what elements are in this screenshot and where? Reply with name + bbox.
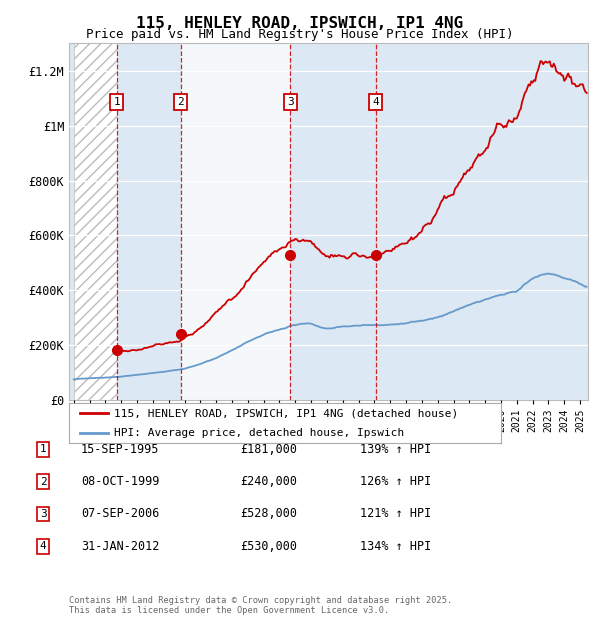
Bar — [74, 43, 116, 400]
Bar — [290, 43, 376, 400]
Text: 2: 2 — [40, 477, 47, 487]
Text: 2: 2 — [178, 97, 184, 107]
Text: £240,000: £240,000 — [240, 476, 297, 488]
Text: 4: 4 — [372, 97, 379, 107]
Text: 126% ↑ HPI: 126% ↑ HPI — [360, 476, 431, 488]
Text: £528,000: £528,000 — [240, 508, 297, 520]
Text: 15-SEP-1995: 15-SEP-1995 — [81, 443, 160, 456]
Bar — [116, 43, 181, 400]
Bar — [181, 43, 290, 400]
Text: Contains HM Land Registry data © Crown copyright and database right 2025.
This d: Contains HM Land Registry data © Crown c… — [69, 596, 452, 615]
Text: 1: 1 — [40, 445, 47, 454]
Text: 3: 3 — [287, 97, 293, 107]
Text: 08-OCT-1999: 08-OCT-1999 — [81, 476, 160, 488]
Text: 3: 3 — [40, 509, 47, 519]
Text: HPI: Average price, detached house, Ipswich: HPI: Average price, detached house, Ipsw… — [115, 428, 404, 438]
Text: 115, HENLEY ROAD, IPSWICH, IP1 4NG (detached house): 115, HENLEY ROAD, IPSWICH, IP1 4NG (deta… — [115, 408, 458, 418]
Text: 115, HENLEY ROAD, IPSWICH, IP1 4NG: 115, HENLEY ROAD, IPSWICH, IP1 4NG — [136, 16, 464, 30]
Text: 121% ↑ HPI: 121% ↑ HPI — [360, 508, 431, 520]
Text: £181,000: £181,000 — [240, 443, 297, 456]
Text: £530,000: £530,000 — [240, 540, 297, 552]
Bar — [376, 43, 588, 400]
Text: 139% ↑ HPI: 139% ↑ HPI — [360, 443, 431, 456]
Text: 134% ↑ HPI: 134% ↑ HPI — [360, 540, 431, 552]
Text: 07-SEP-2006: 07-SEP-2006 — [81, 508, 160, 520]
Text: 1: 1 — [113, 97, 120, 107]
Text: Price paid vs. HM Land Registry's House Price Index (HPI): Price paid vs. HM Land Registry's House … — [86, 28, 514, 41]
Text: 31-JAN-2012: 31-JAN-2012 — [81, 540, 160, 552]
Text: 4: 4 — [40, 541, 47, 551]
